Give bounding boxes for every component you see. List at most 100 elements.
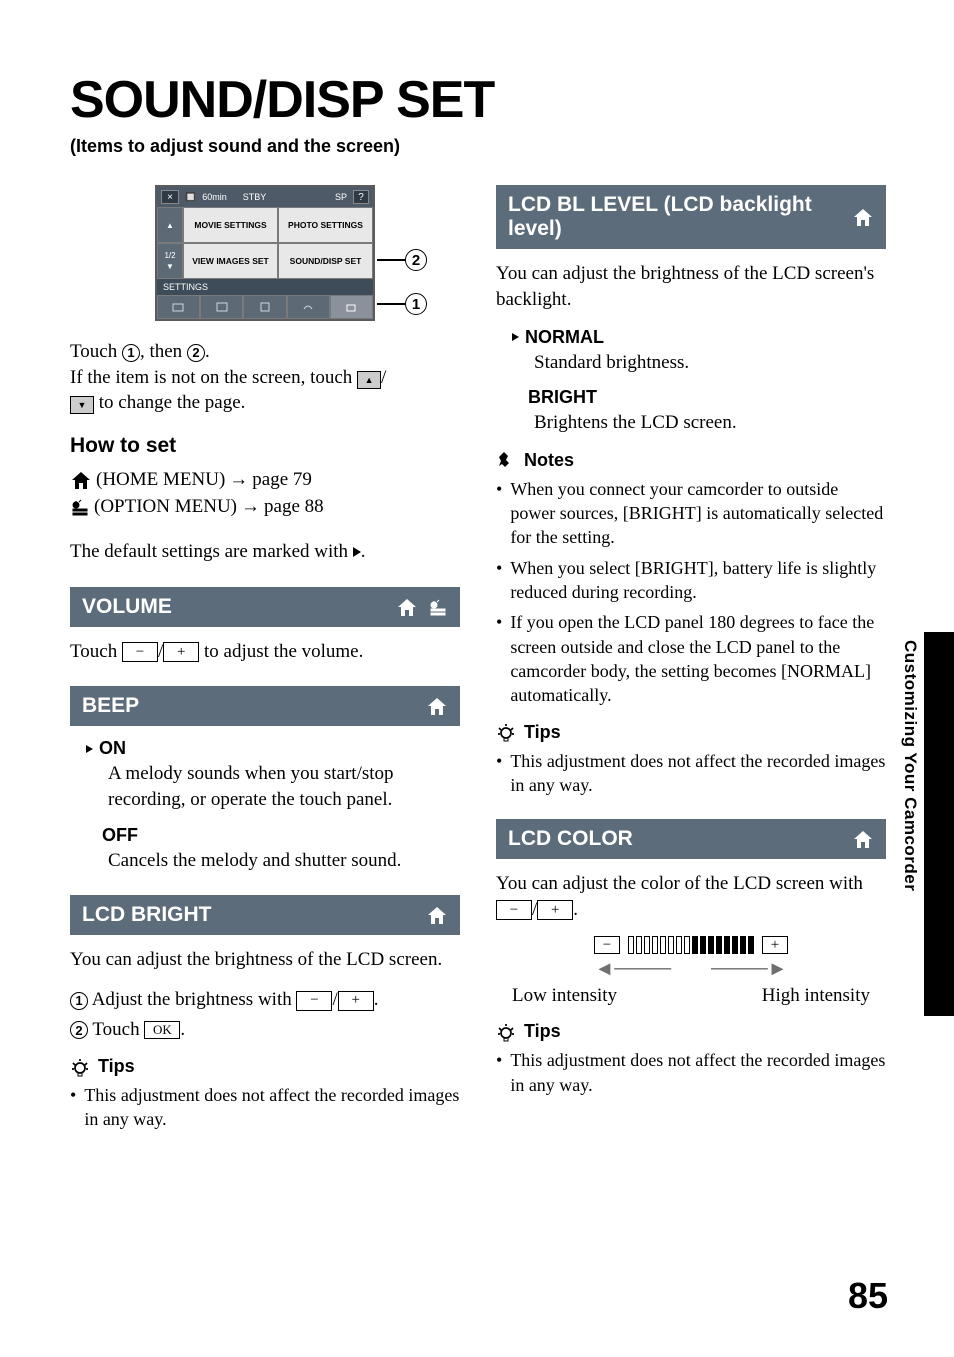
triangle-marker-icon	[353, 547, 361, 557]
shot-bottom-icon	[200, 295, 243, 319]
intensity-labels: Low intensity High intensity	[496, 985, 886, 1007]
side-section-label: Customizing Your Camcorder	[900, 640, 920, 891]
bar-segment	[716, 936, 722, 954]
minus-button-icon: −	[296, 991, 332, 1011]
bar-segment	[668, 936, 674, 954]
how-to-set-heading: How to set	[70, 434, 460, 458]
bar-segment	[628, 936, 634, 954]
triangle-marker-icon	[86, 745, 93, 753]
bar-segment	[740, 936, 746, 954]
shot-down-icon: ▼	[166, 262, 174, 271]
home-icon	[396, 597, 418, 617]
lcd-bl-normal-heading: NORMAL	[512, 327, 886, 348]
callout-1: 1	[405, 293, 427, 315]
high-intensity-label: High intensity	[762, 985, 870, 1007]
bar-segment	[724, 936, 730, 954]
circled-2: 2	[70, 1021, 88, 1039]
volume-desc: Touch −/+ to adjust the volume.	[70, 639, 460, 665]
arrow-left-icon: ◄────	[595, 958, 671, 981]
volume-title: VOLUME	[82, 595, 172, 619]
option-menu-line: (OPTION MENU) page 88	[70, 493, 460, 521]
plus-button-icon: +	[338, 991, 374, 1011]
arrow-right-icon	[241, 493, 260, 521]
lcd-bl-bright-heading: BRIGHT	[528, 387, 886, 408]
page-number: 85	[848, 1275, 888, 1317]
tips-icon	[496, 722, 516, 742]
lcd-color-tips-list: This adjustment does not affect the reco…	[496, 1048, 886, 1097]
circled-2: 2	[187, 344, 205, 362]
home-icon	[426, 905, 448, 925]
note-text: When you select [BRIGHT], battery life i…	[510, 556, 886, 605]
beep-on-desc: A melody sounds when you start/stop reco…	[108, 761, 460, 812]
beep-off-heading: OFF	[102, 825, 460, 846]
low-intensity-label: Low intensity	[512, 985, 617, 1007]
shot-cell-view: VIEW IMAGES SET	[183, 243, 278, 279]
lcd-bright-step1: 1 Adjust the brightness with −/+.	[70, 987, 460, 1013]
shot-bottom-icon	[287, 295, 330, 319]
tips-heading: Tips	[496, 1021, 886, 1042]
touch-instruction: Touch 1, then 2. If the item is not on t…	[70, 339, 460, 416]
shot-close-icon: ×	[161, 190, 179, 204]
callout-2: 2	[405, 249, 427, 271]
home-icon	[426, 696, 448, 716]
shot-settings-label: SETTINGS	[157, 279, 373, 295]
shot-cell-sound: SOUND/DISP SET	[278, 243, 373, 279]
lcd-bright-intro: You can adjust the brightness of the LCD…	[70, 947, 460, 973]
home-icon	[852, 207, 874, 227]
notes-heading: Notes	[496, 450, 886, 471]
down-box-icon: ▼	[70, 396, 94, 414]
bar-segment	[652, 936, 658, 954]
beep-banner: BEEP	[70, 686, 460, 726]
arrow-right-icon: ────►	[711, 958, 787, 981]
default-marked-text: The default settings are marked with .	[70, 539, 460, 565]
circled-1: 1	[70, 992, 88, 1010]
bar-segment	[748, 936, 754, 954]
home-icon	[70, 470, 92, 490]
minus-button-icon: −	[496, 900, 532, 920]
bar-segment	[676, 936, 682, 954]
minus-small-icon: −	[594, 936, 620, 954]
tip-text: This adjustment does not affect the reco…	[84, 1083, 460, 1132]
bar-segment	[700, 936, 706, 954]
settings-screenshot: × 🔲 60min STBY SP ? ▲ MOVIE SETTINGS PHO…	[155, 185, 375, 321]
side-tab	[924, 632, 954, 1016]
note-text: When you connect your camcorder to outsi…	[510, 477, 886, 550]
shot-page: 1/2	[164, 251, 175, 260]
notes-icon	[496, 450, 516, 470]
page-subtitle: (Items to adjust sound and the screen)	[70, 136, 886, 157]
bar-segment	[708, 936, 714, 954]
beep-on-heading: ON	[86, 738, 460, 759]
tips-heading: Tips	[70, 1056, 460, 1077]
tips-icon	[70, 1057, 90, 1077]
arrow-right-icon	[229, 466, 248, 494]
left-column: × 🔲 60min STBY SP ? ▲ MOVIE SETTINGS PHO…	[70, 185, 460, 1138]
option-icon	[428, 598, 448, 616]
page-title: SOUND/DISP SET	[70, 70, 886, 130]
shot-bottom-icon	[243, 295, 286, 319]
shot-stby: STBY	[243, 192, 267, 202]
shot-cell-photo: PHOTO SETTINGS	[278, 207, 373, 243]
lcd-bl-notes-list: When you connect your camcorder to outsi…	[496, 477, 886, 708]
bar-segment	[636, 936, 642, 954]
tips-icon	[496, 1022, 516, 1042]
lcd-color-title: LCD COLOR	[508, 827, 633, 851]
lcd-bl-bright-desc: Brightens the LCD screen.	[534, 410, 886, 436]
home-menu-line: (HOME MENU) page 79	[70, 466, 460, 494]
lcd-bl-normal-desc: Standard brightness.	[534, 350, 886, 376]
option-icon	[70, 498, 90, 516]
bar-segment	[684, 936, 690, 954]
lcd-bright-banner: LCD BRIGHT	[70, 895, 460, 935]
home-icon	[852, 829, 874, 849]
lcd-bl-banner: LCD BL LEVEL (LCD backlight level)	[496, 185, 886, 249]
lcd-bright-title: LCD BRIGHT	[82, 903, 212, 927]
bar-segment	[660, 936, 666, 954]
triangle-marker-icon	[512, 333, 519, 341]
right-column: LCD BL LEVEL (LCD backlight level) You c…	[496, 185, 886, 1138]
shot-bottom-icon	[330, 295, 373, 319]
plus-small-icon: +	[762, 936, 788, 954]
lcd-color-intro: You can adjust the color of the LCD scre…	[496, 871, 886, 922]
shot-up-icon: ▲	[166, 221, 174, 230]
ok-button-icon: OK	[144, 1021, 180, 1039]
plus-button-icon: +	[537, 900, 573, 920]
volume-banner: VOLUME	[70, 587, 460, 627]
